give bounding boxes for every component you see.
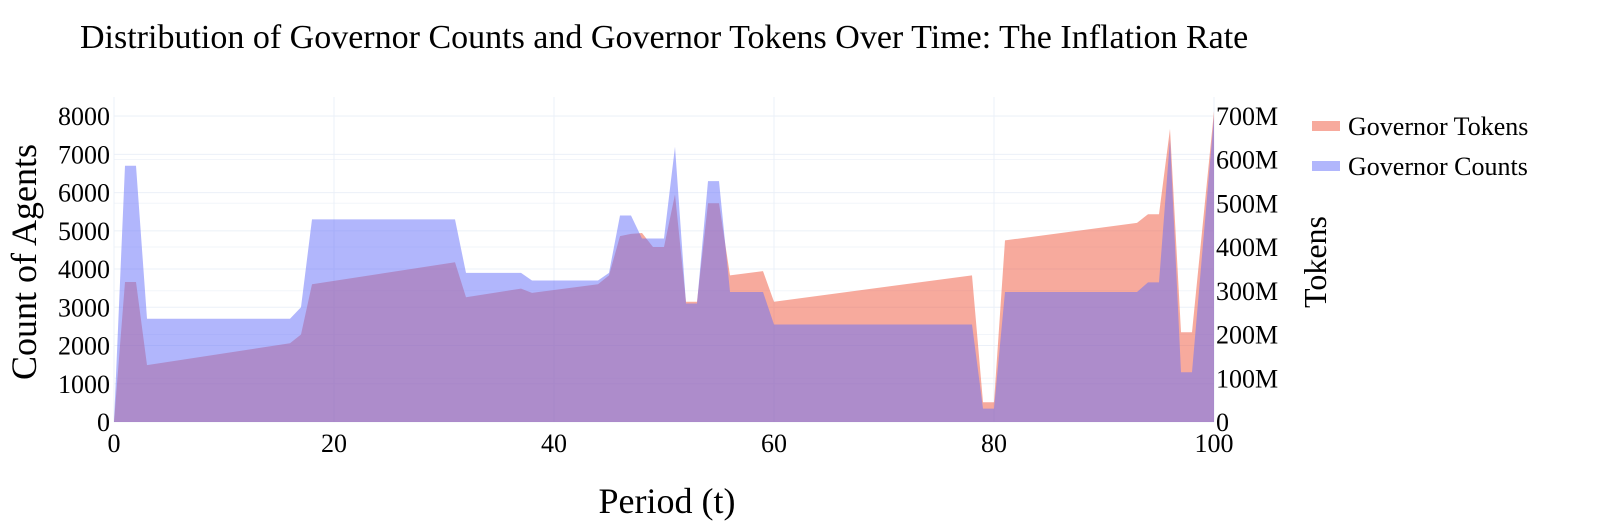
x-axis-ticks: 0 20 40 60 80 100 — [108, 429, 1234, 458]
y-tick-label: 2000 — [58, 332, 110, 361]
x-tick-label: 40 — [541, 429, 567, 458]
y2-tick-label: 200M — [1216, 321, 1278, 350]
y-tick-label: 5000 — [58, 217, 110, 246]
x-tick-label: 80 — [981, 429, 1007, 458]
y-tick-label: 8000 — [58, 102, 110, 131]
y2-tick-label: 0 — [1216, 408, 1229, 437]
x-tick-label: 60 — [761, 429, 787, 458]
legend-swatch — [1312, 121, 1340, 131]
legend-label: Governor Tokens — [1348, 112, 1528, 141]
x-tick-label: 20 — [321, 429, 347, 458]
x-tick-label: 0 — [108, 429, 121, 458]
x-axis-label: Period (t) — [599, 481, 736, 521]
y-tick-label: 4000 — [58, 255, 110, 284]
y2-axis-label: Tokens — [1297, 216, 1333, 308]
legend: Governor Tokens Governor Counts — [1312, 112, 1528, 181]
y2-tick-label: 400M — [1216, 233, 1278, 262]
y2-tick-label: 700M — [1216, 102, 1278, 131]
y-tick-label: 7000 — [58, 140, 110, 169]
y2-tick-label: 100M — [1216, 364, 1278, 393]
y-tick-label: 1000 — [58, 370, 110, 399]
y-tick-label: 6000 — [58, 179, 110, 208]
area-governor-counts — [114, 116, 1214, 422]
y-tick-label: 3000 — [58, 293, 110, 322]
y2-axis-ticks: 0 100M 200M 300M 400M 500M 600M 700M — [1216, 102, 1278, 437]
y-axis-label: Count of Agents — [4, 144, 44, 380]
chart-title: Distribution of Governor Counts and Gove… — [80, 19, 1248, 56]
y2-tick-label: 500M — [1216, 189, 1278, 218]
y-axis-ticks: 0 1000 2000 3000 4000 5000 6000 7000 8000 — [58, 102, 110, 437]
y-tick-label: 0 — [97, 408, 110, 437]
y2-tick-label: 600M — [1216, 146, 1278, 175]
x-tick-label: 100 — [1195, 429, 1234, 458]
plot-areas — [114, 111, 1214, 423]
legend-swatch — [1312, 161, 1340, 171]
legend-label: Governor Counts — [1348, 152, 1528, 181]
y2-tick-label: 300M — [1216, 277, 1278, 306]
